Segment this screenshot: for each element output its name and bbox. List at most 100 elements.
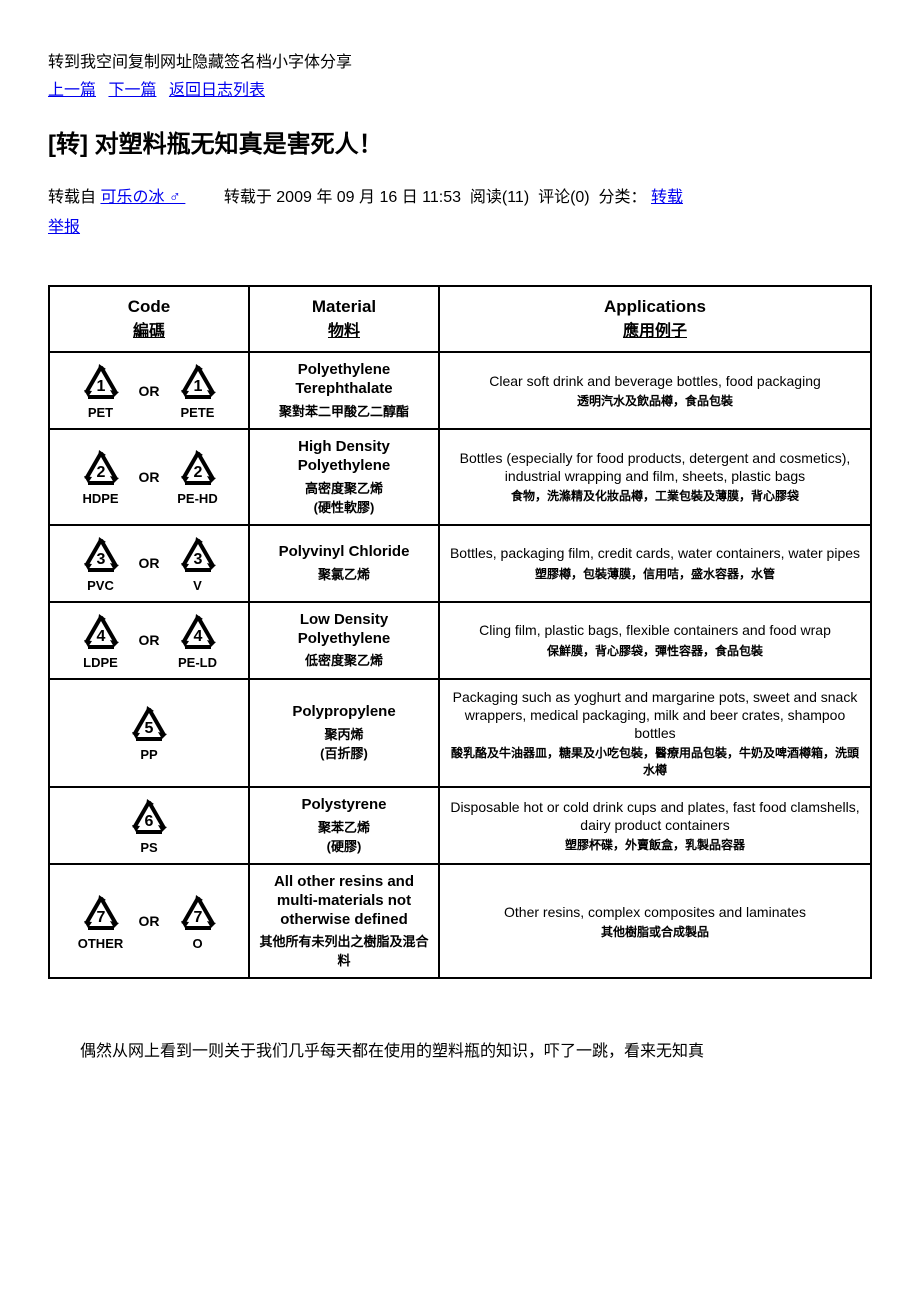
post-meta: 转载自 可乐の冰 ♂ 转载于 2009 年 09 月 16 日 11:53 阅读…: [48, 183, 872, 207]
code-abbr: PE-LD: [178, 655, 217, 670]
or-label: OR: [137, 632, 162, 648]
header-applications-cn: 應用例子: [623, 317, 687, 341]
code-cell: 2 HDPE OR 2 PE-HD: [50, 430, 250, 524]
svg-text:2: 2: [193, 464, 202, 481]
applications-en: Packaging such as yoghurt and margarine …: [446, 688, 864, 743]
recycle-triangle-icon: 3: [77, 534, 125, 576]
svg-text:4: 4: [96, 628, 105, 645]
recycle-symbol: 3PVC: [69, 534, 133, 593]
report-link[interactable]: 举报: [48, 219, 80, 236]
svg-text:7: 7: [96, 909, 105, 926]
back-link[interactable]: 返回日志列表: [169, 82, 265, 99]
svg-text:7: 7: [193, 909, 202, 926]
applications-cn: 酸乳酪及牛油器皿，糖果及小吃包裝，醫療用品包裝，牛奶及啤酒樽箱，洗頭水樽: [446, 744, 864, 778]
material-en: Polyvinyl Chloride: [279, 543, 410, 562]
recycle-triangle-icon: 3: [174, 534, 222, 576]
material-cn: 聚丙烯 (百折膠): [320, 724, 368, 762]
applications-en: Clear soft drink and beverage bottles, f…: [489, 372, 821, 390]
material-cn: 其他所有未列出之樹脂及混合料: [256, 931, 432, 969]
material-cn: 聚氯乙烯: [318, 564, 370, 583]
table-row: 1PETOR1PETEPolyethylene Terephthalate聚對苯…: [50, 353, 870, 430]
svg-text:6: 6: [145, 813, 154, 830]
table-row: 6 PS Polystyrene聚苯乙烯 (硬膠)Disposable hot or…: [50, 788, 870, 865]
header-material-cn: 物料: [328, 317, 360, 341]
code-abbr: HDPE: [82, 491, 118, 506]
category-link[interactable]: 转载: [651, 189, 683, 206]
recycle-triangle-icon: 1: [174, 361, 222, 403]
applications-en: Other resins, complex composites and lam…: [504, 903, 806, 921]
code-abbr: LDPE: [83, 655, 118, 670]
applications-en: Bottles, packaging film, credit cards, w…: [450, 544, 860, 562]
material-en: Polyethylene Terephthalate: [256, 361, 432, 399]
material-cell: All other resins and multi-materials not…: [250, 865, 440, 977]
recycle-symbol: 7 OTHER: [69, 892, 133, 951]
material-cn: 低密度聚乙烯: [305, 650, 383, 669]
material-en: Polypropylene: [292, 703, 395, 722]
page-title: [转] 对塑料瓶无知真是害死人！: [48, 124, 872, 159]
table-row: 4 LDPE OR 4 PE-LD Low Density Polyethylene低密度…: [50, 603, 870, 680]
applications-cell: Other resins, complex composites and lam…: [440, 865, 870, 977]
category-label: 分类：: [599, 189, 647, 206]
recycle-triangle-icon: 2: [77, 447, 125, 489]
applications-cn: 透明汽水及飲品樽，食品包裝: [577, 392, 733, 409]
recycle-symbol: 2 PE-HD: [166, 447, 230, 506]
applications-cell: Disposable hot or cold drink cups and pl…: [440, 788, 870, 863]
svg-text:5: 5: [145, 721, 154, 738]
applications-cell: Clear soft drink and beverage bottles, f…: [440, 353, 870, 428]
material-cell: Polystyrene聚苯乙烯 (硬膠): [250, 788, 440, 863]
applications-cn: 其他樹脂或合成製品: [601, 923, 709, 940]
article-body: 偶然从网上看到一则关于我们几乎每天都在使用的塑料瓶的知识，吓了一跳，看来无知真: [48, 1039, 872, 1065]
repost-from-label: 转载自: [48, 189, 96, 206]
prev-link[interactable]: 上一篇: [48, 82, 96, 99]
code-abbr: PP: [140, 747, 157, 762]
or-label: OR: [137, 555, 162, 571]
applications-cn: 食物，洗滌精及化妝品樽，工業包裝及薄膜，背心膠袋: [511, 487, 799, 504]
or-label: OR: [137, 469, 162, 485]
svg-text:1: 1: [193, 378, 202, 395]
or-label: OR: [137, 383, 162, 399]
header-material-en: Material: [312, 297, 376, 317]
header-applications-en: Applications: [604, 297, 706, 317]
repost-from-user-link[interactable]: 可乐の冰 ♂: [100, 189, 185, 206]
recycle-triangle-icon: 1: [77, 361, 125, 403]
header-code-cn: 編碼: [133, 317, 165, 341]
table-header: Code 編碼 Material 物料 Applications 應用例子: [50, 287, 870, 353]
svg-text:2: 2: [96, 464, 105, 481]
applications-cell: Packaging such as yoghurt and margarine …: [440, 680, 870, 787]
table-row: 5 PP Polypropylene 聚丙烯 (百折膠) Packaging such …: [50, 680, 870, 789]
material-cell: Low Density Polyethylene低密度聚乙烯: [250, 603, 440, 678]
applications-cell: Bottles (especially for food products, d…: [440, 430, 870, 524]
recycle-symbol: 5 PP: [117, 703, 181, 762]
material-cell: High Density Polyethylene高密度聚乙烯 (硬性軟膠): [250, 430, 440, 524]
applications-cell: Cling film, plastic bags, flexible conta…: [440, 603, 870, 678]
material-cn: 聚對苯二甲酸乙二醇酯: [279, 401, 409, 420]
top-actions-text: 转到我空间复制网址隐藏签名档小字体分享: [48, 48, 872, 72]
table-row: 2 HDPE OR 2 PE-HD High Density Polyethylene高密…: [50, 430, 870, 526]
code-cell: 7OTHEROR7O: [50, 865, 250, 977]
material-cn: 聚苯乙烯 (硬膠): [318, 817, 370, 855]
table-row: 3PVCOR 3 V Polyvinyl Chloride 聚氯乙烯 Bottles, p…: [50, 526, 870, 603]
code-abbr: V: [193, 578, 202, 593]
code-cell: 5 PP: [50, 680, 250, 787]
material-cell: Polyvinyl Chloride 聚氯乙烯: [250, 526, 440, 601]
recycle-triangle-icon: 7: [174, 892, 222, 934]
nav-links: 上一篇 下一篇 返回日志列表: [48, 76, 872, 100]
recycle-triangle-icon: 4: [77, 611, 125, 653]
applications-en: Bottles (especially for food products, d…: [446, 449, 864, 485]
code-cell: 4 LDPE OR 4 PE-LD: [50, 603, 250, 678]
applications-cell: Bottles, packaging film, credit cards, w…: [440, 526, 870, 601]
code-abbr: PS: [140, 840, 157, 855]
material-en: Low Density Polyethylene: [256, 611, 432, 649]
recycle-triangle-icon: 2: [174, 447, 222, 489]
svg-text:4: 4: [193, 628, 202, 645]
applications-cn: 保鮮膜，背心膠袋，彈性容器，食品包裝: [547, 642, 763, 659]
recycle-symbol: 4 PE-LD: [166, 611, 230, 670]
header-code-en: Code: [128, 297, 171, 317]
code-abbr: PE-HD: [177, 491, 217, 506]
code-abbr: OTHER: [78, 936, 124, 951]
recycle-symbol: 2 HDPE: [69, 447, 133, 506]
or-label: OR: [137, 913, 162, 929]
code-cell: 6 PS: [50, 788, 250, 863]
next-link[interactable]: 下一篇: [108, 82, 156, 99]
svg-text:3: 3: [193, 551, 202, 568]
